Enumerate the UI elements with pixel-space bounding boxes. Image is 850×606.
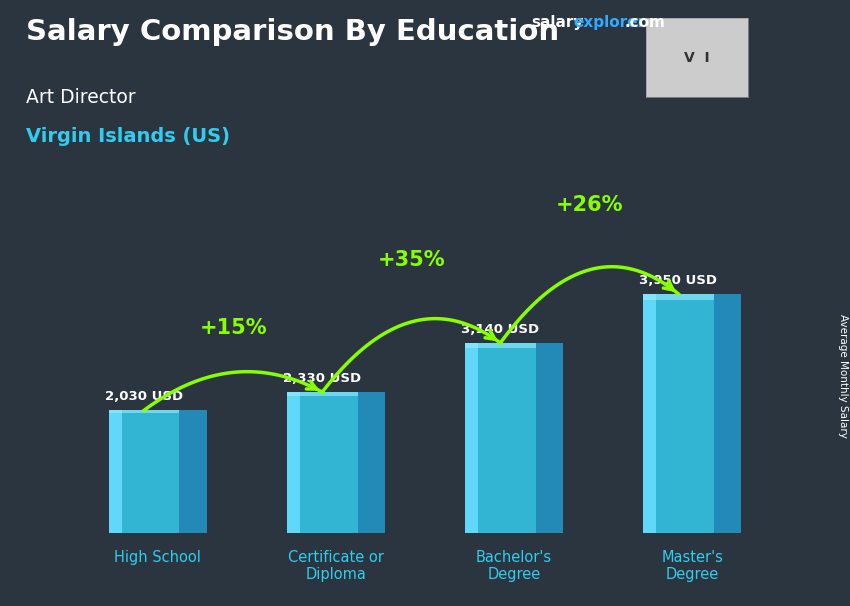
Text: Salary Comparison By Education: Salary Comparison By Education (26, 18, 558, 46)
Text: salary: salary (531, 15, 584, 30)
Text: 2,030 USD: 2,030 USD (105, 390, 184, 403)
Text: Virgin Islands (US): Virgin Islands (US) (26, 127, 230, 146)
Text: Average Monthly Salary: Average Monthly Salary (838, 314, 848, 438)
Bar (643, 294, 656, 533)
Bar (536, 343, 563, 533)
Text: 3,140 USD: 3,140 USD (462, 323, 540, 336)
Text: 2,330 USD: 2,330 USD (283, 372, 361, 385)
Text: explorer: explorer (574, 15, 646, 30)
Bar (465, 343, 536, 533)
Bar (714, 294, 741, 533)
Text: +26%: +26% (556, 195, 623, 215)
Text: Art Director: Art Director (26, 88, 135, 107)
Bar (179, 410, 207, 533)
Bar (109, 410, 122, 533)
Text: V  I: V I (684, 50, 710, 65)
Bar (287, 392, 300, 533)
Bar (287, 392, 358, 396)
Bar (643, 294, 714, 300)
Text: .com: .com (625, 15, 666, 30)
Text: +35%: +35% (377, 250, 445, 270)
Bar (109, 410, 179, 533)
Bar (109, 410, 179, 413)
Bar (287, 392, 358, 533)
Bar (465, 343, 536, 348)
Bar (643, 294, 714, 533)
Text: +15%: +15% (200, 318, 267, 338)
Bar (358, 392, 385, 533)
Bar (465, 343, 478, 533)
Text: 3,950 USD: 3,950 USD (639, 274, 717, 287)
